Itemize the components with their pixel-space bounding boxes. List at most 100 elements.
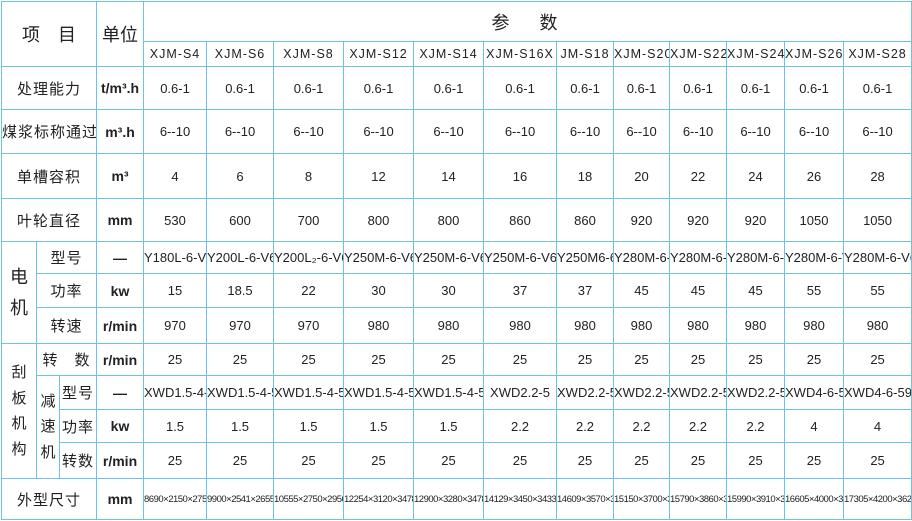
value-cell: 1.5 xyxy=(413,409,485,443)
value-cell: 860 xyxy=(483,198,558,242)
value-cell: 15790×3860×3517 xyxy=(669,478,728,520)
value-cell: 980 xyxy=(843,307,912,344)
value-cell: 25 xyxy=(784,343,845,376)
value-cell: 25 xyxy=(613,442,671,479)
value-cell: 0.6-1 xyxy=(784,66,845,110)
value-cell: 30 xyxy=(413,273,485,308)
value-cell: 980 xyxy=(726,307,786,344)
value-cell: 6--10 xyxy=(206,109,275,154)
value-cell: 0.6-1 xyxy=(413,66,485,110)
value-cell: Y250M-6-V6 xyxy=(413,241,485,274)
value-cell: 22 xyxy=(273,273,345,308)
table-row: 功率 kw 1.5 1.5 1.5 1.5 1.5 2.2 2.2 2.2 2.2 2.2 4 4 xyxy=(2,409,912,443)
value-cell: 6--10 xyxy=(613,109,671,154)
value-cell: 8690×2150×2758 xyxy=(143,478,208,520)
value-cell: 9900×2541×2655 xyxy=(206,478,275,520)
value-cell: 2.2 xyxy=(726,409,786,443)
model-header: XJM-S20 xyxy=(613,41,671,67)
value-cell: 25 xyxy=(413,343,485,376)
value-cell: 15150×3700×3517 xyxy=(613,478,671,520)
group-label-reducer-cell: 减速机 xyxy=(36,375,60,479)
value-cell: 980 xyxy=(613,307,671,344)
value-cell: 1050 xyxy=(784,198,845,242)
value-cell: 55 xyxy=(784,273,845,308)
value-cell: 37 xyxy=(556,273,615,308)
value-cell: 18.5 xyxy=(206,273,275,308)
value-cell: 2.2 xyxy=(483,409,558,443)
row-label: 叶轮直径 xyxy=(0,198,98,242)
unit-cell: m³.h xyxy=(96,109,145,154)
model-header: XJM-S16X xyxy=(483,41,558,67)
value-cell: 0.6-1 xyxy=(143,66,208,110)
value-cell: 1.5 xyxy=(143,409,208,443)
value-cell: 25 xyxy=(843,442,912,479)
table-row: 单槽容积 m³ 4 6 8 12 14 16 18 20 22 24 26 28 xyxy=(0,153,912,199)
value-cell: 25 xyxy=(613,343,671,376)
model-header: XJM-S6 xyxy=(206,41,275,67)
value-cell: 15990×3910×3517 xyxy=(726,478,786,520)
value-cell: 25 xyxy=(413,442,485,479)
value-cell: 980 xyxy=(483,307,558,344)
model-header: XJM-S24 xyxy=(726,41,786,67)
value-cell: 15 xyxy=(143,273,208,308)
value-cell: Y280M-6-V6 xyxy=(613,241,671,274)
value-cell: 22 xyxy=(669,153,728,199)
table-row: 转数 r/min 25 25 25 25 25 25 25 25 25 25 25 25 xyxy=(2,442,912,479)
value-cell: 28 xyxy=(843,153,912,199)
value-cell: 25 xyxy=(143,442,208,479)
value-cell: 12900×3280×3478 xyxy=(413,478,485,520)
value-cell: 6--10 xyxy=(843,109,912,154)
value-cell: 26 xyxy=(784,153,845,199)
value-cell: XWD2.2-5 xyxy=(483,375,558,410)
value-cell: 980 xyxy=(343,307,415,344)
model-header: XJM-S28 xyxy=(843,41,912,67)
value-cell: 25 xyxy=(343,343,415,376)
header-item: 项 目 xyxy=(0,1,98,67)
value-cell: 25 xyxy=(143,343,208,376)
value-cell: XWD4-6-59 xyxy=(784,375,845,410)
value-cell: Y280M-6-V6 xyxy=(784,241,845,274)
table-row: 转速 r/min 970 970 970 980 980 980 980 980 980 980 980… xyxy=(2,307,912,344)
unit-cell: r/min xyxy=(96,307,145,344)
table-row: 减速机型号—XWD1.5-4-59XWD1.5-4-59XWD1.5-4-59X… xyxy=(2,375,912,479)
value-cell: Y180L-6-V6 xyxy=(143,241,208,274)
unit-cell: r/min xyxy=(96,442,145,479)
table-row: 功率 kw 15 18.5 22 30 30 37 37 45 45 45 55 55 xyxy=(2,273,912,308)
value-cell: 37 xyxy=(483,273,558,308)
table-row: 煤浆标称通过量m³.h6--106--106--106--106--106--1… xyxy=(0,109,912,154)
value-cell: 1.5 xyxy=(273,409,345,443)
table-row: 处理能力 t/m³.h 0.6-1 0.6-1 0.6-1 0.6-1 0.6-1 0.6-1… xyxy=(0,66,912,110)
group-label-motor-cell: 电机 xyxy=(1,241,37,344)
unit-cell: m³ xyxy=(96,153,145,199)
value-cell: 25 xyxy=(556,343,615,376)
model-header: XJM-S8 xyxy=(273,41,345,67)
value-cell: Y280M-6-V6 xyxy=(669,241,728,274)
value-cell: Y250M-6-V6 xyxy=(483,241,558,274)
row-label: 型号 xyxy=(58,375,98,410)
value-cell: XWD2.2-5 xyxy=(613,375,671,410)
value-cell: XWD4-6-59 xyxy=(843,375,912,410)
value-cell: 25 xyxy=(556,442,615,479)
value-cell: 16 xyxy=(483,153,558,199)
value-cell: 12254×3120×3478 xyxy=(343,478,415,520)
value-cell: XWD2.2-5 xyxy=(726,375,786,410)
value-cell: 600 xyxy=(206,198,275,242)
group-label-reducer: 减速机 xyxy=(40,392,56,461)
value-cell: 14609×3570×3433 xyxy=(556,478,615,520)
value-cell: 25 xyxy=(483,442,558,479)
value-cell: 980 xyxy=(784,307,845,344)
unit-cell: kw xyxy=(96,273,145,308)
value-cell: 0.6-1 xyxy=(343,66,415,110)
value-cell: 800 xyxy=(413,198,485,242)
value-cell: XWD1.5-4-59 xyxy=(273,375,345,410)
value-cell: 55 xyxy=(843,273,912,308)
row-label: 单槽容积 xyxy=(0,153,98,199)
value-cell: Y200L-6-V6 xyxy=(206,241,275,274)
value-cell: 920 xyxy=(613,198,671,242)
value-cell: 30 xyxy=(343,273,415,308)
unit-cell: kw xyxy=(96,409,145,443)
value-cell: 6--10 xyxy=(784,109,845,154)
value-cell: 14129×3450×3433 xyxy=(483,478,558,520)
value-cell: 6--10 xyxy=(726,109,786,154)
value-cell: 45 xyxy=(613,273,671,308)
